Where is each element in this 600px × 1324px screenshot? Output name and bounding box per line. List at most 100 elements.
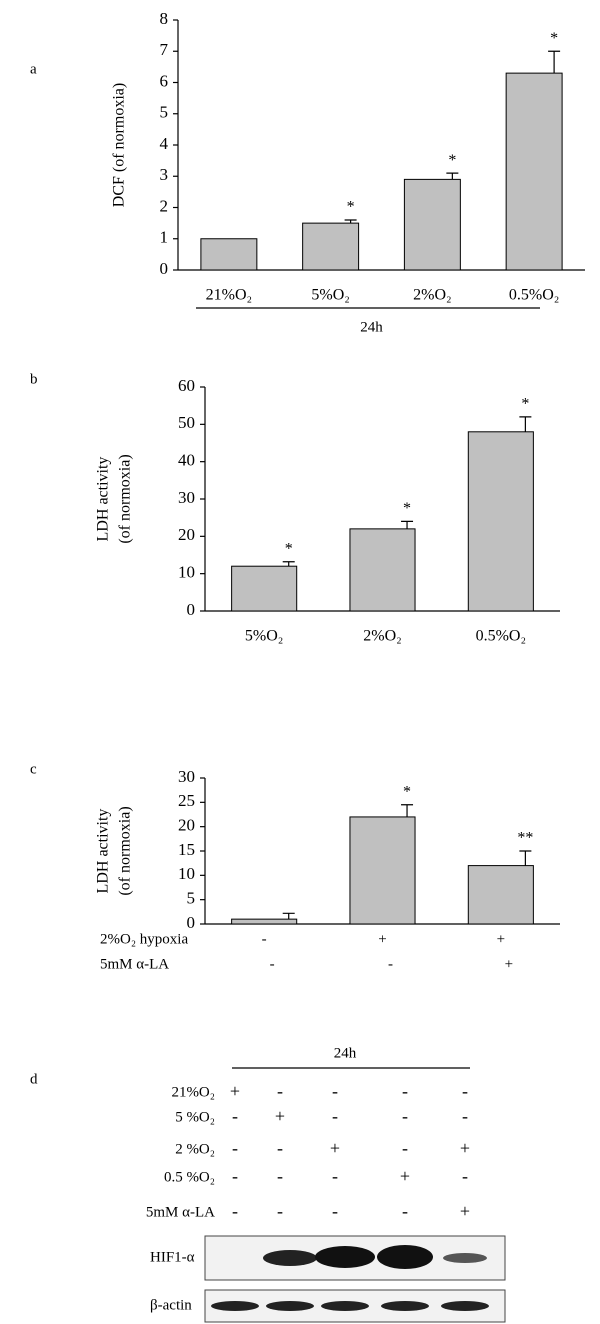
y-tick-label: 50: [178, 413, 195, 432]
y-tick-label: 15: [178, 840, 195, 859]
condition-sign: -: [332, 1081, 338, 1101]
band-label: β-actin: [150, 1297, 192, 1313]
treatment-sign: -: [262, 931, 267, 947]
condition-label: 2 %O₂: [175, 1141, 215, 1157]
condition-sign: -: [462, 1166, 468, 1186]
y-tick-label: 6: [160, 71, 169, 90]
y-tick-label: 30: [178, 488, 195, 507]
x-tick-label: 21%O₂: [206, 287, 252, 304]
band: [441, 1301, 489, 1311]
band: [315, 1246, 375, 1268]
condition-sign: +: [330, 1138, 340, 1158]
bar: [349, 816, 416, 925]
error-bar: [282, 912, 295, 920]
x-tick-label: 2%O₂: [363, 628, 401, 645]
y-tick-label: 10: [178, 563, 195, 582]
condition-sign: +: [275, 1106, 285, 1126]
condition-sign: -: [277, 1201, 283, 1221]
y-tick-label: 30: [178, 767, 195, 786]
condition-sign: -: [402, 1201, 408, 1221]
condition-sign: -: [402, 1081, 408, 1101]
bar: [349, 528, 416, 612]
annotation: *: [347, 199, 355, 216]
y-tick-label: 7: [160, 40, 169, 59]
y-axis-label: (of normoxia): [117, 454, 134, 543]
error-bar: [446, 172, 459, 180]
y-tick-label: 10: [178, 864, 195, 883]
y-axis-label: DCF (of normoxia): [111, 83, 128, 207]
treatment-sign: -: [270, 956, 275, 972]
error-bar: [282, 561, 295, 567]
x-tick-label: 0.5%O₂: [476, 628, 526, 645]
error-bar: [344, 219, 357, 224]
y-tick-label: 3: [160, 165, 169, 184]
treatment-sign: -: [388, 956, 393, 972]
error-bar: [519, 416, 532, 432]
treatment-sign: +: [497, 931, 505, 947]
y-tick-label: 0: [160, 259, 169, 278]
condition-sign: -: [277, 1138, 283, 1158]
condition-sign: +: [400, 1166, 410, 1186]
hif-bands: [263, 1245, 487, 1269]
band: [211, 1301, 259, 1311]
band: [263, 1250, 317, 1266]
condition-sign: +: [230, 1081, 240, 1101]
band: [321, 1301, 369, 1311]
condition-sign: -: [232, 1138, 238, 1158]
panel-label: d: [30, 1071, 38, 1087]
y-tick-label: 25: [178, 791, 195, 810]
condition-sign: +: [460, 1201, 470, 1221]
y-tick-label: 8: [160, 9, 169, 28]
treatment-sign: +: [378, 931, 386, 947]
x-tick-label: 0.5%O₂: [509, 287, 559, 304]
annotation: *: [285, 540, 293, 557]
y-tick-label: 1: [160, 228, 169, 247]
treatment-label: 2%O₂ hypoxia: [100, 931, 188, 947]
y-tick-label: 5: [187, 889, 196, 908]
bar: [231, 918, 298, 925]
treatment-sign: +: [505, 956, 513, 972]
condition-sign: -: [332, 1166, 338, 1186]
y-tick-label: 20: [178, 816, 195, 835]
condition-sign: -: [277, 1166, 283, 1186]
y-axis-label: (of normoxia): [117, 806, 134, 895]
bar: [403, 178, 461, 271]
panel-label: a: [30, 61, 37, 77]
annotation: *: [448, 152, 456, 169]
band: [266, 1301, 314, 1311]
condition-sign: -: [402, 1138, 408, 1158]
condition-label: 21%O₂: [171, 1084, 215, 1100]
x-tick-label: 5%O₂: [245, 628, 283, 645]
bar: [302, 222, 360, 271]
annotation: *: [403, 500, 411, 517]
y-tick-label: 0: [187, 600, 196, 619]
condition-sign: -: [462, 1081, 468, 1101]
condition-sign: -: [232, 1201, 238, 1221]
bar: [200, 238, 258, 271]
x-tick-label: 2%O₂: [413, 287, 451, 304]
annotation: *: [403, 783, 411, 800]
error-bar: [548, 50, 561, 74]
annotation: **: [517, 830, 533, 847]
condition-sign: -: [232, 1106, 238, 1126]
y-tick-label: 0: [187, 913, 196, 932]
annotation: *: [550, 30, 558, 47]
band: [443, 1253, 487, 1263]
y-axis-label: LDH activity: [95, 457, 112, 542]
y-tick-label: 40: [178, 451, 195, 470]
time-label: 24h: [334, 1045, 357, 1061]
error-bar: [401, 804, 414, 817]
panel-label: b: [30, 371, 38, 387]
condition-sign: -: [232, 1166, 238, 1186]
condition-sign: +: [460, 1138, 470, 1158]
group-label: 24h: [360, 319, 383, 335]
error-bar: [519, 850, 532, 866]
band-label: HIF1-α: [150, 1249, 195, 1265]
y-tick-label: 5: [160, 103, 169, 122]
condition-sign: -: [277, 1081, 283, 1101]
y-tick-label: 60: [178, 376, 195, 395]
actin-bands: [211, 1301, 489, 1311]
condition-sign: -: [332, 1106, 338, 1126]
bar: [467, 431, 534, 612]
